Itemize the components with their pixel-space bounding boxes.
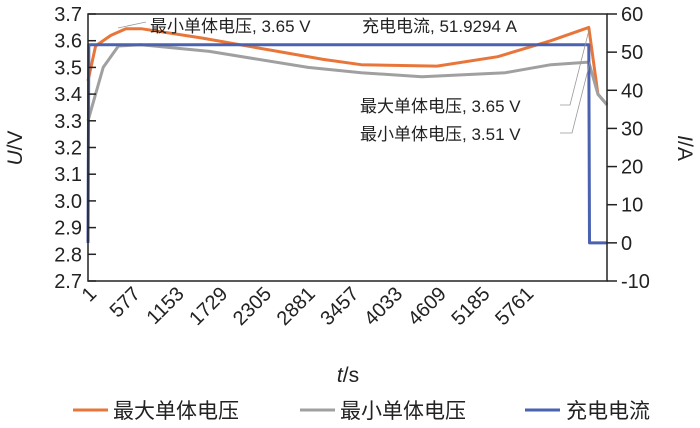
svg-text:I/A: I/A	[673, 135, 696, 161]
x-tick-label: 2881	[273, 283, 320, 330]
y-right-tick-label: 50	[621, 42, 643, 64]
y-right-tick-label: 60	[621, 4, 643, 26]
series-line-2	[86, 43, 607, 245]
y-left-label-unit: /V	[4, 130, 27, 150]
plot-frame	[87, 13, 608, 282]
y-right-tick-label: 40	[621, 80, 643, 102]
annotations: 最小单体电压, 3.65 V 充电电流, 51.9294 A 最大单体电压, 3…	[117, 17, 591, 144]
y-left-tick-label: 3.7	[54, 4, 82, 26]
y-left-tick-label: 3.6	[54, 31, 82, 53]
y-left-tick-label: 3.5	[54, 57, 82, 79]
annotation-leader-line	[560, 61, 591, 134]
legend: 最大单体电压 最小单体电压 充电电流	[73, 400, 650, 423]
y-right-label-unit: /A	[673, 141, 696, 161]
y-left-tick-label: 2.8	[54, 244, 82, 266]
y-right-tick-label: -10	[621, 271, 650, 293]
x-tick-label: 1153	[143, 283, 189, 329]
legend-label-charge-current: 充电电流	[566, 400, 650, 423]
x-tick-label: 3457	[316, 283, 363, 330]
series-line-1	[86, 43, 609, 122]
annotation-leader-line	[560, 29, 590, 106]
annotation-min-voltage-end: 最小单体电压, 3.51 V	[360, 125, 521, 144]
annotation-leader-line	[117, 21, 147, 29]
x-tick-label: 4609	[404, 283, 451, 330]
legend-label-min-voltage: 最小单体电压	[340, 400, 466, 423]
x-tick-label: 4033	[360, 283, 407, 330]
y-right-tick-label: 20	[621, 157, 643, 179]
y-left-label: U/V	[4, 130, 27, 165]
x-label-var: t	[337, 364, 344, 387]
x-tick-label: 1729	[185, 283, 232, 330]
y-left-label-var: U	[4, 150, 27, 166]
y-right-label: I/A	[673, 135, 696, 161]
x-label-unit: /s	[343, 364, 359, 387]
y-left-tick-label: 3.1	[54, 164, 82, 186]
series-layer	[86, 25, 609, 245]
y-right-tick-label: 0	[621, 233, 632, 255]
y-right-tick-label: 30	[621, 118, 643, 140]
svg-text:U/V: U/V	[4, 130, 27, 165]
annotation-min-voltage-peak: 最小单体电压, 3.65 V	[150, 17, 311, 36]
x-tick-label: 1	[78, 283, 101, 306]
y-left-tick-label: 3.2	[54, 138, 82, 160]
y-left-tick-label: 2.7	[54, 271, 82, 293]
y-right-tick-label: 10	[621, 195, 643, 217]
y-right-label-var: I	[673, 135, 696, 141]
x-tick-label: 5761	[491, 283, 538, 330]
y-left-tick-label: 3.0	[54, 191, 82, 213]
x-axis-label: t/s	[337, 364, 359, 387]
annotation-charge-current: 充电电流, 51.9294 A	[362, 17, 518, 36]
y-left-tick-label: 3.3	[54, 111, 82, 133]
series-line-0	[86, 25, 609, 106]
y-left-tick-label: 3.4	[54, 84, 82, 106]
x-tick-label: 5185	[448, 283, 495, 330]
y-left-tick-label: 2.9	[54, 218, 82, 240]
x-tick-label: 577	[106, 283, 145, 322]
legend-label-max-voltage: 最大单体电压	[113, 400, 239, 423]
annotation-max-voltage-end: 最大单体电压, 3.65 V	[360, 97, 521, 116]
x-tick-label: 2305	[229, 283, 276, 330]
